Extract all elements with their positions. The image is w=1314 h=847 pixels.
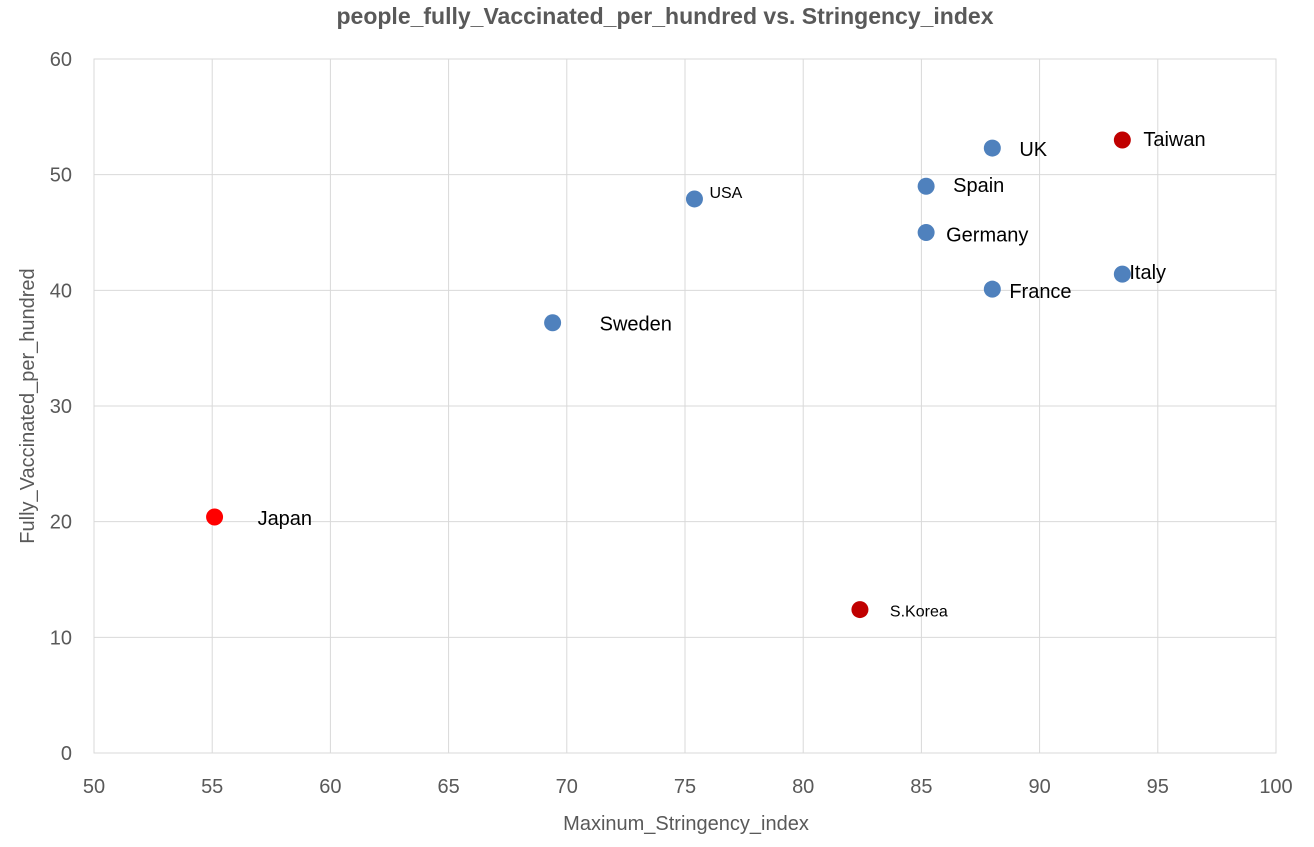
data-point-france [983, 280, 1001, 298]
data-point-sweden [544, 314, 562, 332]
data-label-s-korea: S.Korea [890, 604, 948, 621]
x-axis-label: Maxinum_Stringency_index [563, 813, 809, 835]
data-label-usa: USA [709, 185, 742, 202]
data-point-uk [983, 139, 1001, 157]
data-points: UK Taiwan USA Spain Germany Italy France Sweden… [206, 129, 1206, 621]
data-point-s-korea [851, 601, 869, 619]
data-label-taiwan: Taiwan [1143, 129, 1205, 151]
data-label-japan: Japan [258, 508, 313, 530]
y-tick-label: 30 [50, 396, 72, 418]
x-tick-label: 85 [910, 776, 932, 798]
data-label-italy: Italy [1129, 262, 1166, 284]
x-tick-label: 70 [556, 776, 578, 798]
x-tick-label: 65 [437, 776, 459, 798]
x-tick-label: 95 [1147, 776, 1169, 798]
data-label-sweden: Sweden [600, 314, 672, 336]
y-axis-label: Fully_Vaccinated_per_hundred [17, 268, 39, 543]
grid [93, 58, 1277, 754]
data-label-germany: Germany [946, 225, 1028, 247]
x-tick-label: 100 [1259, 776, 1292, 798]
chart-title: people_fully_Vaccinated_per_hundred vs. … [336, 3, 993, 29]
x-tick-label: 55 [201, 776, 223, 798]
x-tick-label: 60 [319, 776, 341, 798]
data-point-usa [685, 190, 703, 208]
x-tick-label: 50 [83, 776, 105, 798]
data-point-japan [206, 508, 224, 526]
y-tick-label: 20 [50, 512, 72, 534]
x-tick-label: 80 [792, 776, 814, 798]
data-label-uk: UK [1019, 139, 1047, 161]
y-tick-label: 60 [50, 49, 72, 71]
data-point-spain [917, 177, 935, 195]
data-label-france: France [1009, 281, 1071, 303]
y-tick-label: 0 [61, 743, 72, 765]
y-tick-label: 40 [50, 280, 72, 302]
y-tick-label: 50 [50, 165, 72, 187]
x-tick-label: 90 [1028, 776, 1050, 798]
data-label-spain: Spain [953, 175, 1004, 197]
data-point-germany [917, 224, 935, 241]
y-tick-label: 10 [50, 627, 72, 649]
data-point-taiwan [1113, 131, 1131, 149]
x-tick-label: 75 [674, 776, 696, 798]
tick-labels: 50 55 60 65 70 75 80 85 90 95 100 0 10 20 30 40 50 60 [50, 49, 1293, 798]
data-point-italy [1113, 265, 1131, 283]
